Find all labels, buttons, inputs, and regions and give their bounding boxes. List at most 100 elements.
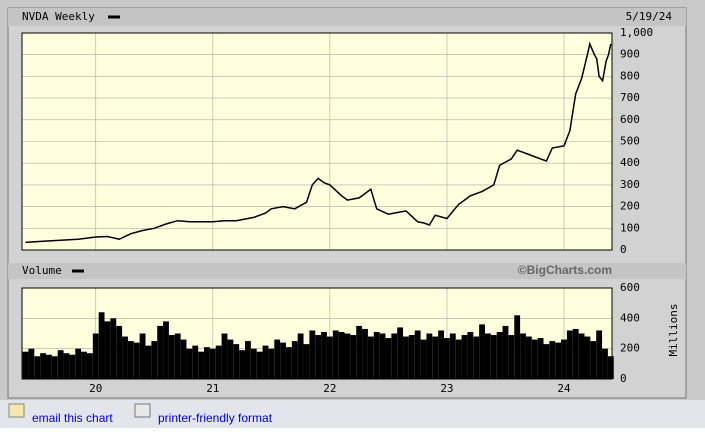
volume-bar xyxy=(549,341,556,379)
email-link-text[interactable]: email this chart xyxy=(32,411,113,425)
volume-bar xyxy=(572,328,579,379)
volume-bar xyxy=(40,353,46,379)
volume-bar xyxy=(502,325,509,379)
volume-bar xyxy=(116,325,123,379)
volume-bar xyxy=(326,336,333,379)
volume-bar xyxy=(262,345,269,379)
plot-border xyxy=(21,287,613,380)
volume-bar xyxy=(525,336,532,379)
print-link-text[interactable]: printer-friendly format xyxy=(158,411,273,425)
volume-bar xyxy=(420,339,427,379)
volume-bar xyxy=(561,339,567,379)
volume-bar xyxy=(596,330,603,379)
y-tick-label: 0 xyxy=(620,372,627,385)
volume-bar xyxy=(204,347,210,379)
volume-bar xyxy=(198,351,205,379)
chart-title: NVDA Weekly xyxy=(22,10,95,23)
volume-bar xyxy=(391,333,398,379)
volume-bar xyxy=(321,331,327,379)
volume-bar xyxy=(537,338,544,379)
volume-bar xyxy=(139,333,146,379)
volume-bar xyxy=(426,333,433,379)
volume-bar xyxy=(245,341,251,379)
volume-bar xyxy=(531,339,538,379)
volume-title: Volume xyxy=(22,264,62,277)
y-tick-label: 0 xyxy=(620,243,627,256)
y-axis-label: Millions xyxy=(667,304,680,357)
volume-bar xyxy=(174,333,181,379)
volume-header-bar xyxy=(8,263,686,279)
x-tick-label: 20 xyxy=(89,382,102,395)
volume-bar xyxy=(133,342,140,379)
volume-bar xyxy=(28,348,35,379)
volume-bar xyxy=(332,330,339,379)
plot-border xyxy=(21,32,613,251)
volume-bar xyxy=(215,345,222,379)
y-tick-label: 600 xyxy=(620,281,640,294)
volume-bar xyxy=(379,333,386,379)
volume-bar xyxy=(373,331,380,379)
volume-bar xyxy=(584,336,591,379)
volume-bar xyxy=(578,333,585,379)
volume-bar xyxy=(163,321,169,379)
volume-bar xyxy=(508,335,515,379)
volume-bar xyxy=(602,348,608,379)
volume-bar xyxy=(151,341,158,379)
price-line xyxy=(25,41,612,244)
footer-strip xyxy=(0,400,705,428)
volume-bar xyxy=(209,348,216,379)
volume-bar xyxy=(250,348,257,379)
volume-bar xyxy=(543,344,550,379)
volume-bar xyxy=(186,348,193,379)
volume-bar xyxy=(22,351,29,379)
volume-bar xyxy=(227,339,234,379)
volume-bar xyxy=(461,335,468,379)
email-link[interactable]: email this chart xyxy=(8,403,113,425)
x-tick-label: 22 xyxy=(323,382,336,395)
volume-bar xyxy=(315,335,322,379)
volume-bar xyxy=(127,341,134,379)
volume-bar xyxy=(362,328,368,379)
volume-bar xyxy=(34,356,41,379)
volume-bar xyxy=(350,335,357,379)
volume-bar xyxy=(590,341,597,379)
volume-bar xyxy=(338,331,345,379)
volume-bar xyxy=(367,336,374,379)
volume-bar xyxy=(344,333,351,379)
volume-bar xyxy=(467,331,474,379)
volume-bar xyxy=(233,344,240,379)
volume-bar xyxy=(256,351,263,379)
volume-bar xyxy=(520,333,526,379)
volume-bar xyxy=(104,321,111,379)
volume-bar xyxy=(414,330,421,379)
volume-bar xyxy=(274,339,281,379)
volume-bar xyxy=(57,350,64,379)
x-tick-label: 23 xyxy=(440,382,453,395)
volume-bar xyxy=(490,335,497,379)
volume-bar xyxy=(285,347,292,379)
print-link[interactable]: printer-friendly format xyxy=(134,403,273,425)
volume-bar xyxy=(280,342,286,379)
header-bar xyxy=(8,8,686,26)
y-tick-label: 900 xyxy=(620,48,640,61)
y-tick-label: 700 xyxy=(620,91,640,104)
volume-bar xyxy=(86,353,93,379)
volume-bar xyxy=(555,342,562,379)
chart-date: 5/19/24 xyxy=(626,10,673,23)
volume-bar xyxy=(473,336,480,379)
volume-bar xyxy=(75,348,82,379)
y-tick-label: 400 xyxy=(620,311,640,324)
volume-bar xyxy=(46,354,52,379)
y-tick-label: 200 xyxy=(620,342,640,355)
volume-bar xyxy=(268,348,275,379)
volume-bar xyxy=(496,331,503,379)
volume-bar xyxy=(385,338,392,379)
volume-bar xyxy=(239,350,246,379)
volume-bar xyxy=(221,333,228,379)
volume-bar xyxy=(444,338,450,379)
volume-bar xyxy=(566,330,573,379)
y-tick-label: 200 xyxy=(620,200,640,213)
y-tick-label: 1,000 xyxy=(620,26,653,39)
volume-bar xyxy=(98,312,105,379)
